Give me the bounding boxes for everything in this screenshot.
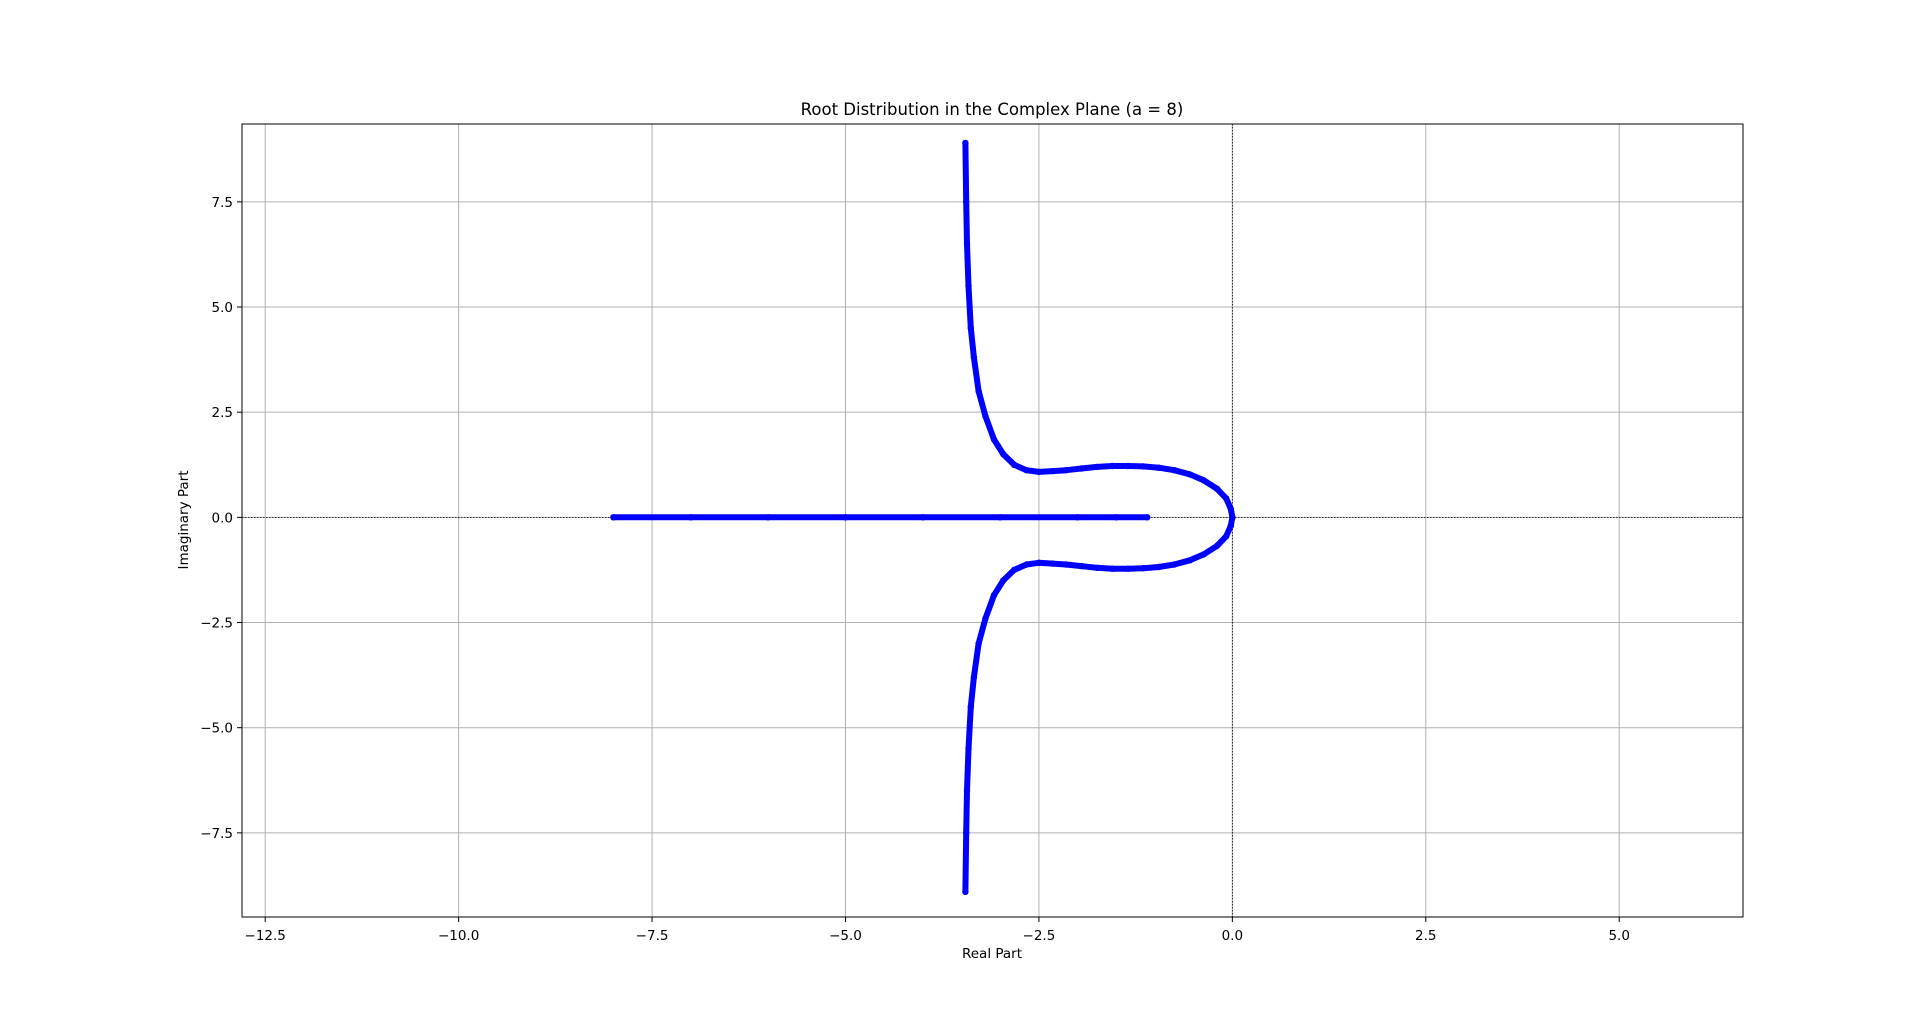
root-point [1229, 514, 1236, 521]
root-point [1213, 485, 1221, 492]
root-point [842, 514, 849, 521]
root-point [963, 240, 971, 248]
root-point [1074, 514, 1081, 521]
root-point [1011, 566, 1018, 574]
root-point [1223, 533, 1230, 540]
x-tick-label: −10.0 [438, 928, 479, 944]
root-point [1186, 471, 1194, 478]
x-tick-label: −2.5 [1023, 928, 1056, 944]
root-point [1049, 560, 1057, 567]
root-point [1113, 514, 1120, 521]
x-tick-label: −7.5 [636, 928, 669, 944]
root-point [1186, 557, 1194, 564]
root-series-2 [610, 514, 1151, 521]
root-point [967, 324, 974, 332]
root-point [764, 514, 772, 521]
root-point [962, 139, 969, 147]
x-tick-label: 5.0 [1608, 928, 1629, 944]
x-tick-label: −12.5 [245, 928, 286, 944]
root-point [970, 354, 978, 361]
root-point [965, 745, 972, 752]
y-axis-label: Imaginary Part [176, 470, 192, 569]
root-point [990, 436, 998, 443]
root-point [1124, 565, 1132, 572]
root-point [1109, 565, 1116, 572]
root-point [975, 387, 982, 395]
root-point [1062, 467, 1070, 474]
root-point [1223, 495, 1230, 502]
root-point [1140, 463, 1147, 470]
root-point [1171, 561, 1178, 568]
root-point [1200, 477, 1207, 484]
root-point [1023, 467, 1030, 474]
root-point [990, 592, 998, 599]
root-point [1093, 564, 1101, 571]
root-point [1227, 522, 1235, 529]
root-point [962, 888, 969, 895]
root-series-1 [962, 514, 1236, 895]
root-trail [962, 139, 1236, 521]
root-point [965, 282, 972, 290]
y-tick-label: −2.5 [200, 616, 233, 632]
y-tick-label: −7.5 [200, 826, 233, 842]
root-point [1000, 577, 1007, 584]
root-point [970, 674, 978, 681]
y-tick-label: −5.0 [200, 721, 233, 737]
root-point [1155, 464, 1163, 471]
root-point [1171, 467, 1178, 474]
data-series [610, 139, 1236, 895]
root-point [687, 514, 694, 521]
root-point [1144, 514, 1151, 521]
root-point [1023, 561, 1030, 568]
root-point [963, 829, 970, 837]
root-point [1124, 462, 1132, 470]
root-point [1049, 467, 1057, 475]
root-point [1078, 562, 1085, 570]
root-point [610, 514, 617, 521]
root-point [1109, 462, 1116, 470]
root-point [997, 514, 1004, 521]
root-point [975, 640, 982, 647]
root-point [963, 198, 970, 205]
root-point [1093, 463, 1101, 471]
x-tick-label: −5.0 [829, 928, 862, 944]
root-point [1011, 461, 1018, 468]
root-point [967, 703, 974, 710]
root-point [1155, 563, 1163, 571]
root-point [1213, 542, 1221, 550]
root-point [919, 514, 927, 521]
axis-ticks: −12.5 −10.0 −7.5 −5.0 −2.5 0.0 2.5 5.0 −7.5 −5.0 −… [200, 195, 1630, 944]
root-point [1035, 559, 1043, 566]
root-point [1035, 468, 1043, 476]
x-tick-label: 0.0 [1222, 928, 1243, 944]
root-point [1227, 505, 1235, 513]
root-point [1140, 565, 1147, 572]
plot-area-frame [241, 123, 1744, 918]
y-tick-label: 5.0 [212, 300, 233, 316]
y-tick-label: 7.5 [212, 195, 233, 211]
root-point [982, 413, 989, 420]
root-trail [962, 514, 1236, 895]
root-series-0 [962, 139, 1236, 521]
y-tick-label: 0.0 [212, 510, 233, 526]
root-point [982, 615, 989, 622]
chart-title: Root Distribution in the Complex Plane (… [801, 100, 1184, 119]
root-point [1062, 561, 1070, 568]
x-tick-label: 2.5 [1415, 928, 1436, 944]
root-point [963, 787, 971, 794]
root-point [1000, 451, 1007, 458]
x-axis-label: Real Part [962, 946, 1022, 962]
root-point [1200, 551, 1207, 558]
root-point [1078, 465, 1085, 472]
y-tick-label: 2.5 [212, 405, 233, 421]
